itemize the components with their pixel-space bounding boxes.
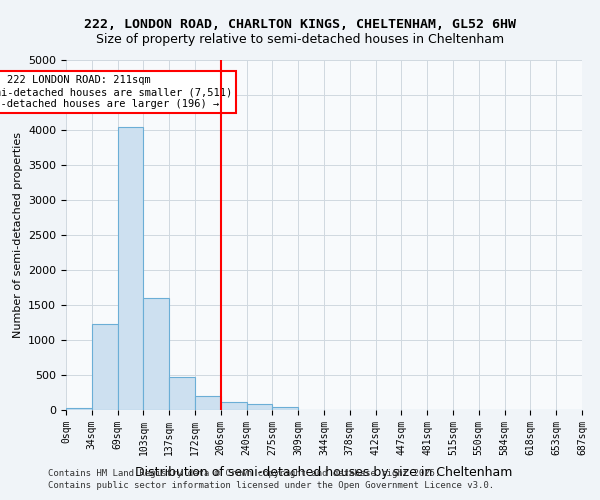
- Bar: [169, 377, 195, 410]
- X-axis label: Distribution of semi-detached houses by size in Cheltenham: Distribution of semi-detached houses by …: [136, 466, 512, 479]
- Text: Contains public sector information licensed under the Open Government Licence v3: Contains public sector information licen…: [48, 481, 494, 490]
- Bar: [272, 406, 298, 410]
- Bar: [92, 324, 118, 410]
- Bar: [118, 126, 143, 410]
- Text: Contains HM Land Registry data © Crown copyright and database right 2025.: Contains HM Land Registry data © Crown c…: [48, 468, 440, 477]
- Text: Size of property relative to semi-detached houses in Cheltenham: Size of property relative to semi-detach…: [96, 32, 504, 46]
- Bar: [66, 408, 92, 410]
- Text: 222, LONDON ROAD, CHARLTON KINGS, CHELTENHAM, GL52 6HW: 222, LONDON ROAD, CHARLTON KINGS, CHELTE…: [84, 18, 516, 30]
- Text: 222 LONDON ROAD: 211sqm
← 97% of semi-detached houses are smaller (7,511)
3% of : 222 LONDON ROAD: 211sqm ← 97% of semi-de…: [0, 76, 232, 108]
- Bar: [195, 396, 221, 410]
- Bar: [221, 402, 247, 410]
- Bar: [143, 298, 169, 410]
- Y-axis label: Number of semi-detached properties: Number of semi-detached properties: [13, 132, 23, 338]
- Bar: [247, 404, 272, 410]
